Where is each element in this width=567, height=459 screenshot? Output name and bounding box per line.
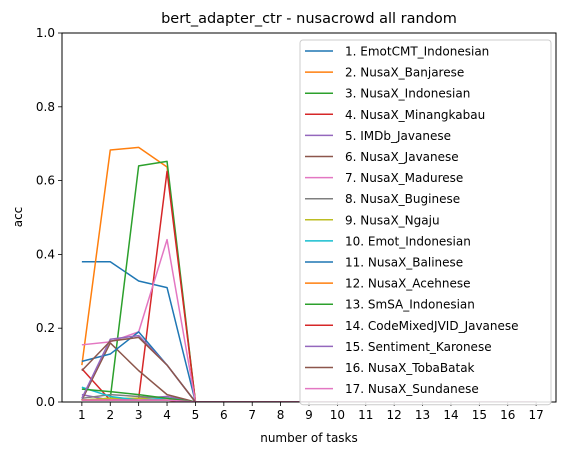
x-tick-label: 17 xyxy=(528,408,543,422)
legend-label: 2. NusaX_Banjarese xyxy=(345,66,464,80)
legend-label: 1. EmotCMT_Indonesian xyxy=(345,45,489,59)
legend-label: 11. NusaX_Balinese xyxy=(345,256,463,270)
y-axis-label: acc xyxy=(11,207,25,228)
y-tick-label: 0.6 xyxy=(36,174,55,188)
x-tick-label: 6 xyxy=(220,408,228,422)
series-line-1 xyxy=(81,261,537,402)
chart-title: bert_adapter_ctr - nusacrowd all random xyxy=(161,11,457,27)
x-tick-label: 8 xyxy=(277,408,285,422)
series-line-17 xyxy=(81,399,537,402)
x-tick-label: 5 xyxy=(192,408,200,422)
x-tick-label: 2 xyxy=(106,408,114,422)
legend-box xyxy=(299,39,552,406)
legend-label: 9. NusaX_Ngaju xyxy=(345,213,440,227)
x-tick-label: 13 xyxy=(415,408,430,422)
legend-label: 7. NusaX_Madurese xyxy=(345,171,463,185)
legend-label: 13. SmSA_Indonesian xyxy=(345,298,475,312)
x-axis-label: number of tasks xyxy=(260,431,358,445)
legend-label: 17. NusaX_Sundanese xyxy=(345,382,479,396)
x-tick-label: 1 xyxy=(78,408,86,422)
x-tick-label: 3 xyxy=(135,408,143,422)
series-line-2 xyxy=(81,146,537,402)
series-line-7 xyxy=(81,238,537,402)
legend-label: 5. IMDb_Javanese xyxy=(345,129,451,143)
legend-label: 3. NusaX_Indonesian xyxy=(345,87,470,101)
x-tick-label: 12 xyxy=(387,408,402,422)
series-line-10 xyxy=(81,386,537,402)
legend-label: 15. Sentiment_Karonese xyxy=(345,340,492,354)
legend-label: 14. CodeMixedJVID_Javanese xyxy=(345,319,519,333)
y-tick-label: 1.0 xyxy=(36,26,55,40)
y-tick-label: 0.4 xyxy=(36,247,55,261)
y-tick-label: 0.2 xyxy=(36,321,55,335)
legend-label: 12. NusaX_Acehnese xyxy=(345,277,471,291)
series-line-16 xyxy=(81,336,537,402)
x-tick-label: 7 xyxy=(248,408,256,422)
x-tick-label: 10 xyxy=(330,408,345,422)
y-tick-label: 0.0 xyxy=(36,395,55,409)
legend: 1. EmotCMT_Indonesian 2. NusaX_Banjarese 3… xyxy=(299,39,552,406)
x-tick-label: 16 xyxy=(500,408,515,422)
x-tick-label: 4 xyxy=(163,408,171,422)
series-line-6 xyxy=(81,342,537,402)
legend-label: 6. NusaX_Javanese xyxy=(345,150,459,164)
legend-label: 4. NusaX_Minangkabau xyxy=(345,108,485,122)
plot-area xyxy=(81,146,537,402)
axis-ticks: 1 2 3 4 5 6 7 8 9 10 11 12 13 14 15 16 170.00.20.40.60.8… xyxy=(36,26,544,422)
x-tick-label: 11 xyxy=(358,408,373,422)
legend-label: 10. Emot_Indonesian xyxy=(345,234,471,248)
series-line-3 xyxy=(81,160,537,402)
x-tick-label: 15 xyxy=(472,408,487,422)
x-tick-label: 14 xyxy=(443,408,458,422)
series-line-11 xyxy=(81,331,537,402)
series-line-4 xyxy=(81,170,537,402)
legend-label: 8. NusaX_Buginese xyxy=(345,192,460,206)
series-line-13 xyxy=(81,388,537,402)
legend-label: 16. NusaX_TobaBatak xyxy=(345,361,475,375)
y-tick-label: 0.8 xyxy=(36,100,55,114)
x-tick-label: 9 xyxy=(305,408,313,422)
